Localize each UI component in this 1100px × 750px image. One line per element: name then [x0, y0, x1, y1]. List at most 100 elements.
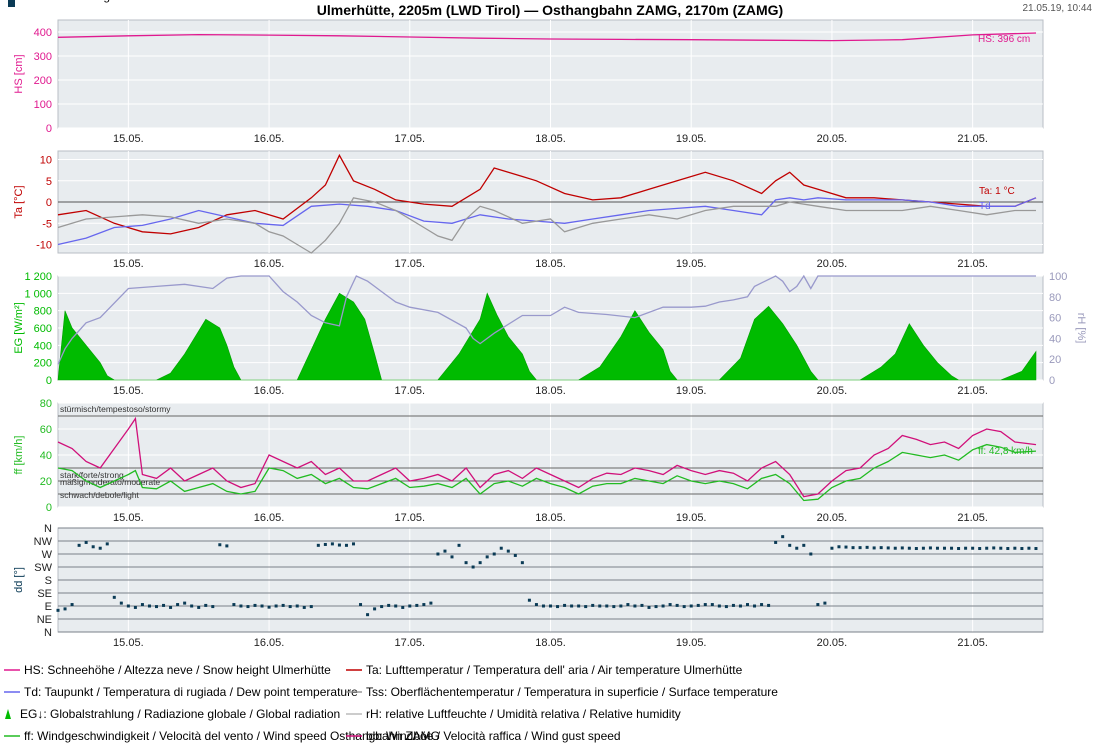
wind-direction-point: [893, 546, 897, 550]
page-title: Ulmerhütte, 2205m (LWD Tirol) — Osthangb…: [316, 2, 784, 18]
wind-direction-point: [844, 545, 848, 549]
wind-direction-point: [999, 546, 1003, 550]
legend-item: HS: Schneehöhe / Altezza neve / Snow hei…: [4, 663, 331, 677]
legend-label: bb: Windböe / Velocità raffica / Wind gu…: [366, 729, 621, 743]
wind-direction-point: [921, 546, 925, 550]
wind-direction-point: [288, 605, 292, 609]
wind-direction-point: [239, 604, 243, 608]
series-line-tss: [57, 197, 1036, 254]
wind-direction-point: [612, 605, 616, 609]
x-tick-label: 19.05.: [676, 133, 707, 145]
y-tick-label-right: 40: [1049, 333, 1061, 345]
y-tick-label: 600: [34, 323, 52, 335]
legend-label: HS: Schneehöhe / Altezza neve / Snow hei…: [24, 663, 331, 677]
wind-direction-point: [696, 603, 700, 607]
y-tick-label: 0: [46, 375, 52, 387]
y-axis-label: ff [km/h]: [13, 436, 25, 475]
x-tick-label: 19.05.: [676, 512, 707, 524]
x-tick-label: 17.05.: [394, 637, 425, 649]
y-tick-label: 1 000: [24, 288, 52, 300]
wind-direction-point: [872, 546, 876, 550]
wind-direction-point: [471, 565, 475, 569]
wind-direction-point: [661, 604, 665, 608]
current-value-label: HS: 396 cm: [978, 34, 1030, 45]
wind-direction-point: [323, 542, 327, 546]
wind-direction-point: [436, 552, 440, 556]
wind-direction-point: [682, 605, 686, 609]
wind-direction-point: [70, 603, 74, 607]
wind-direction-point: [788, 543, 792, 547]
wind-direction-point: [359, 603, 363, 607]
y-tick-label: 20: [40, 476, 52, 488]
legend-item: Ta: Lufttemperatur / Temperatura dell' a…: [346, 663, 743, 677]
wind-direction-point: [738, 604, 742, 608]
wind-direction-point: [274, 604, 278, 608]
wind-direction-point: [802, 543, 806, 547]
wind-direction-point: [964, 546, 968, 550]
wind-direction-point: [56, 608, 60, 612]
wind-direction-point: [344, 543, 348, 547]
wind-direction-point: [598, 604, 602, 608]
wind-direction-point: [162, 603, 166, 607]
y-axis-label: EG [W/m²]: [13, 302, 25, 353]
wind-direction-point: [197, 605, 201, 609]
y-tick-label: S: [45, 575, 52, 587]
wind-direction-point: [830, 546, 834, 550]
x-tick-label: 15.05.: [113, 385, 144, 397]
wind-direction-point: [253, 603, 257, 607]
wind-direction-point: [267, 605, 271, 609]
series-label: Td: [979, 201, 991, 212]
wind-direction-point: [218, 543, 222, 547]
wind-direction-point: [77, 543, 81, 547]
wind-direction-point: [1034, 547, 1038, 551]
wind-direction-point: [753, 604, 757, 608]
wind-direction-point: [534, 603, 538, 607]
x-tick-label: 18.05.: [535, 133, 566, 145]
y-tick-label: 80: [40, 398, 52, 410]
x-tick-label: 15.05.: [113, 258, 144, 270]
timestamp: 21.05.19, 10:44: [1022, 3, 1092, 14]
wind-direction-point: [935, 546, 939, 550]
x-tick-label: 16.05.: [254, 385, 285, 397]
y-tick-label: E: [45, 601, 52, 613]
x-tick-label: 21.05.: [957, 637, 988, 649]
panel-hs: 15.05. 16.05. 17.05. 18.05. 19.05. 20.05. 21.0…: [13, 19, 1044, 145]
wind-direction-point: [717, 604, 721, 608]
wind-direction-point: [654, 605, 658, 609]
x-tick-label: 16.05.: [254, 512, 285, 524]
wind-direction-point: [520, 561, 524, 565]
wind-direction-point: [1013, 546, 1017, 550]
x-tick-label: 19.05.: [676, 637, 707, 649]
wind-direction-point: [394, 604, 398, 608]
y-tick-label-right: 80: [1049, 292, 1061, 304]
wind-direction-point: [527, 598, 531, 602]
wind-direction-point: [724, 605, 728, 609]
wind-direction-point: [795, 546, 799, 550]
wind-direction-point: [169, 605, 173, 609]
wind-direction-point: [105, 542, 109, 546]
panel-ff: 15.05. 16.05. 17.05. 18.05. 19.05. 20.05. 21.0…: [13, 398, 1044, 524]
wind-direction-point: [457, 543, 461, 547]
legend-swatch: [8, 0, 15, 7]
y-tick-label: N: [44, 627, 52, 639]
legend-label: Ta: Lufttemperatur / Temperatura dell' a…: [366, 663, 743, 677]
wind-direction-point: [886, 546, 890, 550]
wind-direction-point: [985, 546, 989, 550]
y-tick-label: 100: [34, 99, 52, 111]
panel-dd: 15.05. 16.05. 17.05. 18.05. 19.05. 20.05. 21.0…: [13, 523, 1044, 649]
series-line-ff: [57, 443, 1037, 502]
x-tick-label: 16.05.: [254, 133, 285, 145]
y-tick-label-right: 20: [1049, 354, 1061, 366]
y-tick-label: 60: [40, 424, 52, 436]
wind-direction-point: [570, 604, 574, 608]
wind-direction-point: [816, 603, 820, 607]
wind-direction-point: [605, 604, 609, 608]
wind-direction-point: [387, 603, 391, 607]
wind-direction-point: [225, 544, 229, 548]
wind-direction-point: [1027, 546, 1031, 550]
legend-item: ff: Windgeschwindigkeit / Velocità del v…: [4, 729, 440, 743]
wind-direction-point: [112, 595, 116, 599]
y-tick-label-right: 60: [1049, 313, 1061, 325]
legend-label: dd: Windrichtung / Direzione del vento /…: [20, 0, 309, 3]
wind-direction-point: [823, 601, 827, 605]
